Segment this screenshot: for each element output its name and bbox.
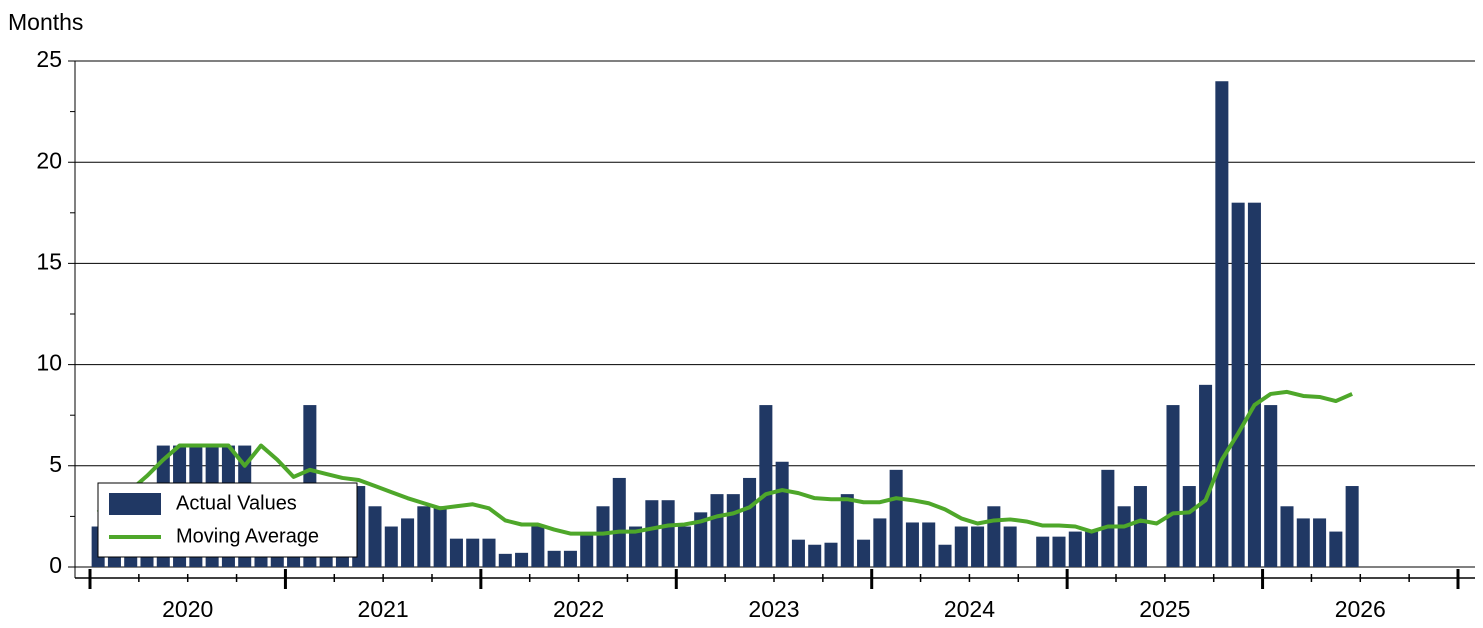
bar	[1247, 202, 1261, 567]
x-year-label: 2025	[1139, 596, 1190, 622]
bar	[629, 526, 643, 567]
bar	[1313, 518, 1327, 567]
bar	[743, 477, 757, 567]
bar	[531, 526, 545, 567]
bar	[1329, 531, 1343, 567]
bar	[1036, 536, 1050, 567]
bar	[580, 534, 594, 567]
bar	[645, 500, 659, 567]
y-tick-label: 10	[36, 350, 62, 376]
legend: Actual Values Moving Average	[97, 482, 358, 558]
bar	[515, 552, 529, 567]
x-year-label: 2023	[748, 596, 799, 622]
bar	[368, 506, 382, 567]
bar	[384, 526, 398, 567]
bar	[466, 538, 480, 567]
bar	[498, 553, 512, 567]
bar	[1264, 405, 1278, 567]
bar	[889, 469, 903, 567]
bar	[824, 542, 838, 567]
bar	[1101, 469, 1115, 567]
bar	[401, 518, 415, 567]
bar	[563, 550, 577, 567]
bar	[661, 500, 675, 567]
x-year-label: 2022	[553, 596, 604, 622]
bar	[547, 550, 561, 567]
bar	[482, 538, 496, 567]
bar	[1345, 486, 1359, 567]
y-axis-label: Months	[8, 9, 83, 35]
y-tick-label: 0	[49, 552, 62, 578]
y-tick-label: 15	[36, 248, 62, 274]
x-year-label: 2020	[162, 596, 213, 622]
bar	[1003, 526, 1017, 567]
bar	[922, 522, 936, 567]
bar	[433, 506, 447, 567]
x-year-label: 2021	[358, 596, 409, 622]
bar	[417, 506, 431, 567]
bar	[1296, 518, 1310, 567]
x-year-label: 2024	[944, 596, 995, 622]
bar	[612, 477, 626, 567]
bar	[1133, 486, 1147, 567]
bar	[987, 506, 1001, 567]
bar	[726, 494, 740, 567]
bar	[1166, 405, 1180, 567]
bar	[596, 506, 610, 567]
legend-swatch	[109, 493, 161, 515]
legend-label: Moving Average	[176, 525, 319, 547]
bar	[449, 538, 463, 567]
bar	[791, 539, 805, 567]
x-year-label: 2026	[1335, 596, 1386, 622]
y-tick-label: 20	[36, 147, 62, 173]
bar	[808, 544, 822, 567]
bar	[1199, 384, 1213, 567]
bar	[840, 494, 854, 567]
bar	[677, 526, 691, 567]
bar	[938, 544, 952, 567]
bar	[1085, 531, 1099, 567]
bar	[857, 539, 871, 567]
bar	[710, 494, 724, 567]
bar	[873, 518, 887, 567]
bar	[1231, 202, 1245, 567]
bar	[1068, 531, 1082, 567]
bar	[971, 526, 985, 567]
y-tick-label: 5	[49, 451, 62, 477]
bar	[1215, 81, 1229, 568]
moving-average-line	[96, 389, 1353, 536]
bar	[1117, 506, 1131, 567]
bar	[905, 522, 919, 567]
bar	[1182, 486, 1196, 567]
bar	[954, 526, 968, 567]
bar	[1052, 536, 1066, 567]
legend-label: Actual Values	[176, 492, 297, 514]
bar	[775, 461, 789, 567]
y-tick-label: 25	[36, 46, 62, 72]
bar	[694, 512, 708, 567]
bar	[1280, 506, 1294, 567]
bar	[759, 405, 773, 567]
